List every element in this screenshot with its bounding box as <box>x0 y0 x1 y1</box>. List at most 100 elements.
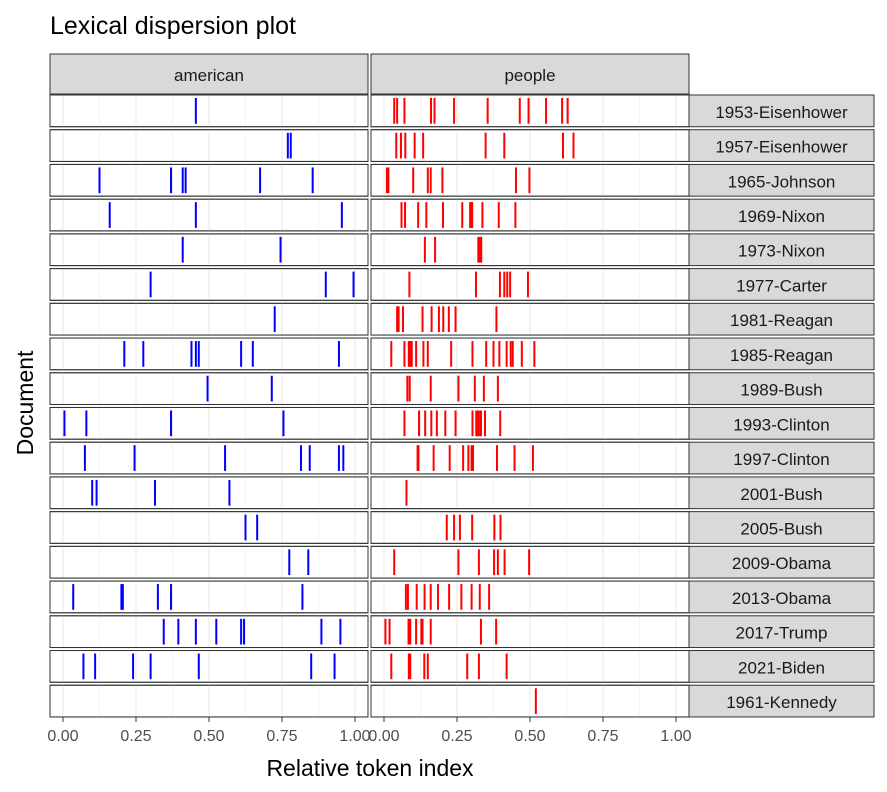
panel-american-row <box>49 129 369 162</box>
panel-american-row <box>49 650 369 683</box>
panel-american-row <box>49 580 369 614</box>
document-strip <box>688 545 875 579</box>
facet-strip-american <box>49 53 369 95</box>
document-label: 1961-Kennedy <box>726 693 837 712</box>
x-tick-label: 0.00 <box>47 728 78 745</box>
x-tick-label: 1.00 <box>339 728 370 745</box>
panel-people-row <box>370 233 690 267</box>
panel-people-row <box>370 268 690 301</box>
facet-strip-people <box>370 53 690 95</box>
panel-border <box>49 476 369 510</box>
x-tick-label: 0.50 <box>514 728 545 745</box>
document-label: 2021-Biden <box>738 658 825 677</box>
document-strip <box>688 94 875 128</box>
facet-strips: american people <box>49 53 690 95</box>
document-strip <box>688 511 875 544</box>
panel-border <box>49 650 369 683</box>
panel-american-row <box>49 198 369 232</box>
document-strip <box>688 650 875 683</box>
facet-strip-label: american <box>174 66 244 85</box>
panel-american-row <box>49 268 369 301</box>
document-label: 2001-Bush <box>740 485 822 504</box>
x-tick-label: 0.75 <box>266 728 297 745</box>
document-label: 1993-Clinton <box>733 415 829 434</box>
chart-title: Lexical dispersion plot <box>50 12 296 40</box>
panel-people-row <box>370 545 690 579</box>
document-strip <box>688 268 875 301</box>
document-strip <box>688 302 875 336</box>
panel-border <box>49 163 369 197</box>
panel-border <box>49 406 369 440</box>
panel-american-row <box>49 337 369 371</box>
panel-border <box>49 441 369 475</box>
panel-people-row <box>370 441 690 475</box>
panel-people-row <box>370 476 690 510</box>
document-strip <box>688 372 875 405</box>
panel-american-row <box>49 511 369 544</box>
document-strip <box>688 337 875 371</box>
panel-border <box>49 580 369 614</box>
document-label: 2017-Trump <box>736 624 828 643</box>
document-strip <box>688 129 875 162</box>
panel-american-row <box>49 476 369 510</box>
x-tick-label: 0.75 <box>587 728 618 745</box>
document-label: 2013-Obama <box>732 589 832 608</box>
panel-american-row <box>49 163 369 197</box>
panel-american-row <box>49 615 369 649</box>
document-strip <box>688 233 875 267</box>
panel-people-row <box>370 198 690 232</box>
panel-american-row <box>49 233 369 267</box>
panel-border <box>49 684 369 718</box>
panel-american-row <box>49 302 369 336</box>
document-strip <box>688 406 875 440</box>
panel-people-row <box>370 302 690 336</box>
document-label: 1977-Carter <box>736 276 827 295</box>
x-tick-label: 0.00 <box>368 728 399 745</box>
document-row-labels: 1953-Eisenhower 1957-Eisenhower 1965-Johns… <box>688 94 875 718</box>
document-label: 2009-Obama <box>732 554 832 573</box>
panel-border <box>49 511 369 544</box>
x-tick-label: 0.25 <box>120 728 151 745</box>
panel-american-row <box>49 684 369 718</box>
x-tick-label: 0.50 <box>193 728 224 745</box>
document-strip <box>688 615 875 649</box>
panel-border <box>49 129 369 162</box>
document-strip <box>688 580 875 614</box>
document-label: 1989-Bush <box>740 381 822 400</box>
document-label: 1985-Reagan <box>730 346 833 365</box>
facet-strip-label: people <box>504 66 555 85</box>
document-strip <box>688 684 875 718</box>
panel-people-row <box>370 650 690 683</box>
panel-border <box>49 233 369 267</box>
panel-people-row <box>370 94 690 128</box>
x-tick-label: 1.00 <box>660 728 691 745</box>
panel-people-row <box>370 511 690 544</box>
panel-border <box>49 615 369 649</box>
panel-people-row <box>370 580 690 614</box>
document-strip <box>688 476 875 510</box>
document-label: 1957-Eisenhower <box>715 138 848 157</box>
document-label: 1981-Reagan <box>730 311 833 330</box>
panel-american-row <box>49 372 369 405</box>
document-label: 1953-Eisenhower <box>715 103 848 122</box>
document-strip <box>688 441 875 475</box>
panel-people-row <box>370 684 690 718</box>
x-axis-ticks: 0.00 0.25 0.50 0.75 1.000.00 0.25 0.50 0.75 1.00 <box>47 716 692 745</box>
panel-people-row <box>370 615 690 649</box>
panel-american-row <box>49 441 369 475</box>
panel-border <box>49 545 369 579</box>
x-tick-label: 0.25 <box>441 728 472 745</box>
facet-panels <box>49 94 690 718</box>
panel-people-row <box>370 372 690 405</box>
panel-border <box>49 302 369 336</box>
document-label: 2005-Bush <box>740 520 822 539</box>
document-label: 1965-Johnson <box>728 172 836 191</box>
panel-people-row <box>370 163 690 197</box>
panel-american-row <box>49 406 369 440</box>
panel-border <box>49 337 369 371</box>
panel-border <box>49 268 369 301</box>
document-label: 1973-Nixon <box>738 242 825 261</box>
x-axis-label: Relative token index <box>266 755 474 781</box>
document-strip <box>688 163 875 197</box>
